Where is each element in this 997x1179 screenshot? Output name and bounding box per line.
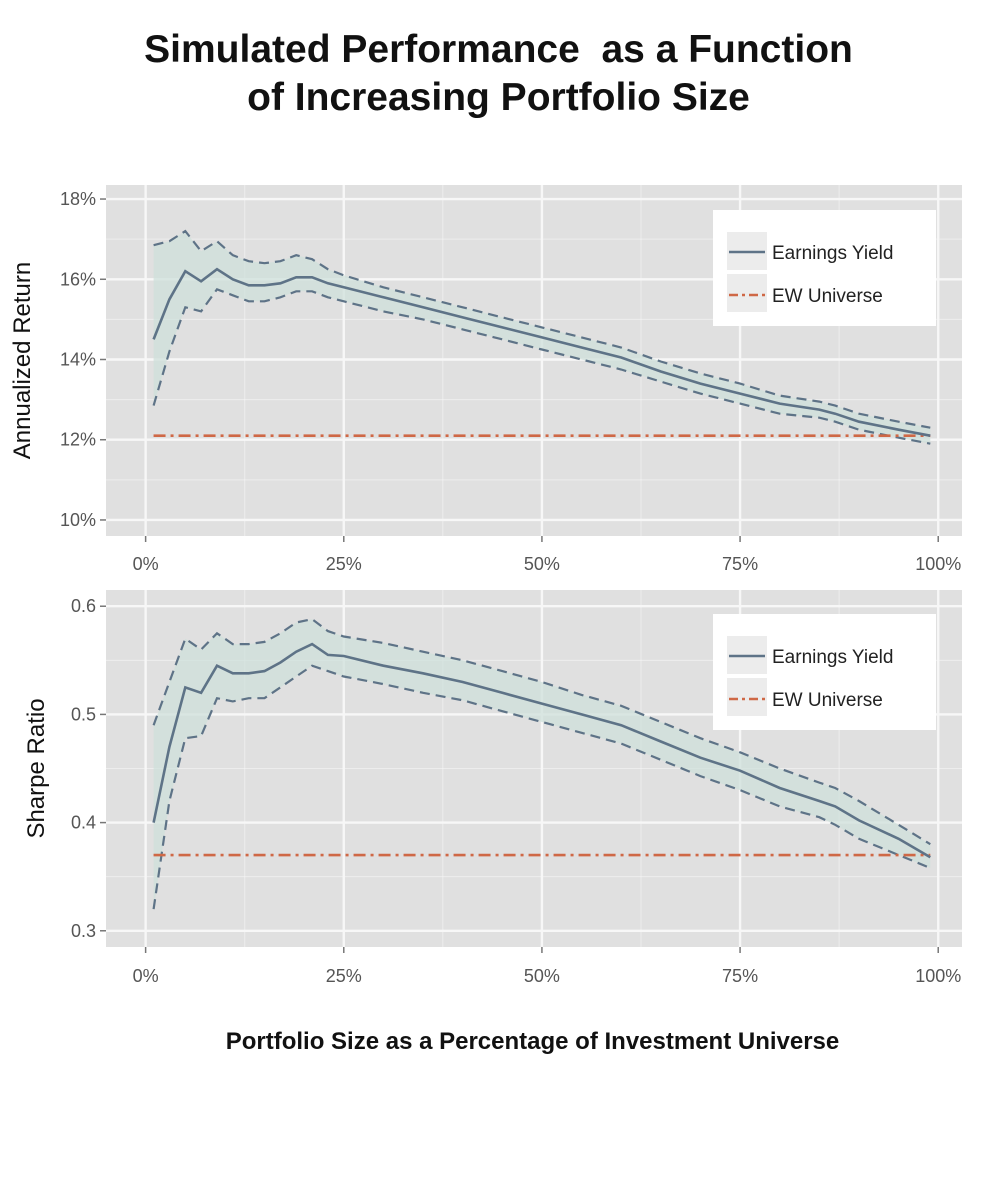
x-tick-label: 75% — [722, 966, 758, 986]
x-tick-label: 0% — [133, 554, 159, 574]
y-tick-label: 0.4 — [71, 813, 96, 833]
y-tick-label: 18% — [60, 189, 96, 209]
x-tick-label: 25% — [326, 966, 362, 986]
y-tick-label: 16% — [60, 269, 96, 289]
x-tick-label: 50% — [524, 554, 560, 574]
lower-bound-line — [152, 664, 931, 910]
lower-bound-line — [152, 287, 931, 445]
legend-label-ew-universe: EW Universe — [772, 690, 883, 711]
x-tick-label: 0% — [133, 966, 159, 986]
y-axis-title: Sharpe Ratio — [23, 698, 50, 838]
legend-label-ew-universe: EW Universe — [772, 286, 883, 307]
chart-panel-1: 0% 25% 50% 75% 100% 10% 12% 14% 16% 18% Annualized… — [9, 185, 962, 574]
y-tick-label: 0.6 — [71, 596, 96, 616]
upper-bound-line — [152, 618, 931, 846]
x-tick-label: 50% — [524, 966, 560, 986]
legend-label-earnings-yield: Earnings Yield — [772, 243, 893, 264]
y-tick-label: 0.5 — [71, 704, 96, 724]
legend: Earnings Yield EW Universe — [713, 614, 936, 730]
legend-key-bg — [727, 678, 767, 716]
x-tick-label: 25% — [326, 554, 362, 574]
y-tick-label: 14% — [60, 349, 96, 369]
confidence-band — [153, 619, 931, 910]
y-tick-label: 12% — [60, 430, 96, 450]
x-tick-label: 100% — [915, 554, 961, 574]
y-tick-label: 10% — [60, 510, 96, 530]
x-tick-label: 100% — [915, 966, 961, 986]
chart-title-line-2: of Increasing Portfolio Size — [247, 76, 750, 119]
chart-title: Simulated Performance as a Function of I… — [0, 26, 997, 122]
legend-key-bg — [727, 274, 767, 312]
chart-title-line-1: Simulated Performance as a Function — [144, 28, 853, 71]
earnings-yield-line — [152, 642, 931, 859]
legend-label-earnings-yield: Earnings Yield — [772, 647, 893, 668]
chart-panel-2: 0% 25% 50% 75% 100% 0.3 0.4 0.5 0.6 Sharpe Ratio E… — [23, 590, 962, 986]
y-axis-title: Annualized Return — [9, 262, 36, 459]
x-tick-label: 75% — [722, 554, 758, 574]
legend: Earnings Yield EW Universe — [713, 210, 936, 326]
y-tick-label: 0.3 — [71, 921, 96, 941]
x-axis-title: Portfolio Size as a Percentage of Invest… — [225, 1028, 840, 1055]
earnings-yield-line — [152, 267, 931, 437]
